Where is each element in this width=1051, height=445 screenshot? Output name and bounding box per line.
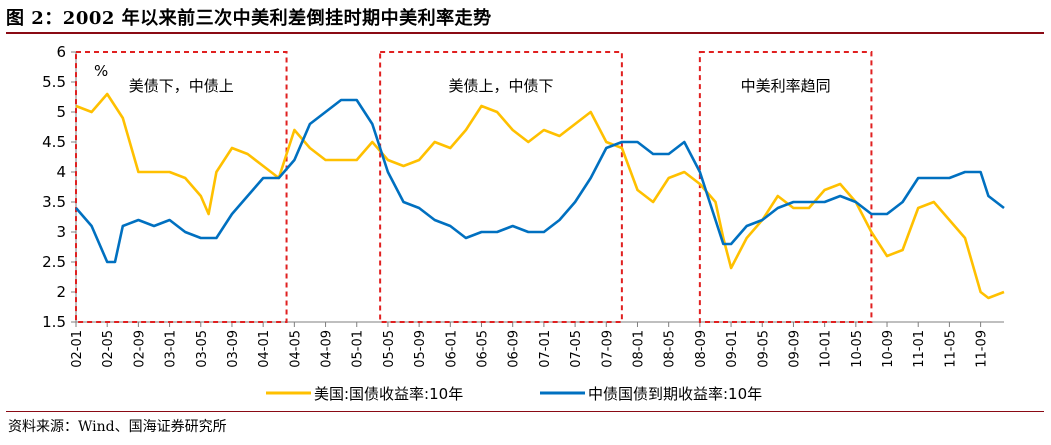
x-tick-label: 02-09 xyxy=(132,330,147,368)
y-axis: 1.5 2 2.5 3 3.5 4 4.5 5 5.5 6 xyxy=(42,43,77,331)
x-tick-label: 11-01 xyxy=(912,330,927,368)
x-tick-label: 08-01 xyxy=(631,330,646,368)
x-tick-label: 11-05 xyxy=(943,330,958,368)
x-tick-label: 10-09 xyxy=(881,330,896,368)
y-tick-label: 3.5 xyxy=(42,193,66,211)
source-note: 资料来源：Wind、国海证券研究所 xyxy=(8,419,227,435)
series-lines xyxy=(75,92,1005,300)
x-axis: 02-01 02-05 02-09 03-01 03-05 03-09 04-01 04-05… xyxy=(70,321,1004,368)
y-tick-label: 5 xyxy=(56,103,66,121)
annotation-box xyxy=(75,51,288,323)
y-tick-label: 2.5 xyxy=(42,253,66,271)
x-tick-label: 11-09 xyxy=(975,330,990,368)
unit-label: % xyxy=(94,62,108,80)
legend: 美国:国债收益率:10年 中债国债到期收益率:10年 xyxy=(266,385,762,403)
x-tick-label: 09-09 xyxy=(787,330,802,368)
y-tick-label: 6 xyxy=(56,43,66,61)
y-tick-label: 5.5 xyxy=(42,73,66,91)
x-tick-label: 03-01 xyxy=(164,330,179,368)
x-tick-label: 10-01 xyxy=(819,330,834,368)
x-tick-label: 08-09 xyxy=(694,330,709,368)
x-tick-label: 04-01 xyxy=(257,330,272,368)
chart-title: 图 2：2002 年以来前三次中美利差倒挂时期中美利率走势 xyxy=(6,8,492,29)
series-line-cn xyxy=(75,98,1005,264)
x-tick-label: 08-05 xyxy=(663,330,678,368)
x-tick-label: 05-05 xyxy=(382,330,397,368)
x-tick-label: 03-05 xyxy=(195,330,210,368)
x-tick-label: 07-09 xyxy=(600,330,615,368)
legend-label: 美国:国债收益率:10年 xyxy=(314,385,463,403)
annotation-box xyxy=(379,51,623,323)
x-tick-label: 10-05 xyxy=(850,330,865,368)
y-tick-label: 2 xyxy=(56,283,66,301)
x-tick-label: 07-05 xyxy=(569,330,584,368)
annotation-label: 美债下，中债上 xyxy=(129,77,234,95)
x-tick-label: 09-05 xyxy=(756,330,771,368)
x-tick-label: 09-01 xyxy=(725,330,740,368)
legend-label: 中债国债到期收益率:10年 xyxy=(588,385,762,403)
x-tick-label: 06-09 xyxy=(507,330,522,368)
annotation-boxes: 美债下，中债上 美债上，中债下 中美利率趋同 xyxy=(75,51,873,323)
x-tick-label: 04-09 xyxy=(320,330,335,368)
x-tick-label: 04-05 xyxy=(288,330,303,368)
x-tick-label: 05-01 xyxy=(351,330,366,368)
title-rule xyxy=(6,32,1044,34)
annotation-box xyxy=(698,51,873,323)
x-tick-label: 07-01 xyxy=(538,330,553,368)
y-tick-label: 1.5 xyxy=(42,313,66,331)
x-tick-label: 06-05 xyxy=(476,330,491,368)
annotation-label: 美债上，中债下 xyxy=(449,77,554,95)
y-tick-label: 4.5 xyxy=(42,133,66,151)
y-tick-label: 4 xyxy=(56,163,66,181)
x-tick-label: 05-09 xyxy=(413,330,428,368)
annotation-label: 中美利率趋同 xyxy=(741,77,831,95)
source-rule xyxy=(6,411,1044,412)
y-tick-label: 3 xyxy=(56,223,66,241)
x-tick-label: 03-09 xyxy=(226,330,241,368)
series-line-us xyxy=(75,92,1005,300)
x-tick-label: 06-01 xyxy=(444,330,459,368)
x-tick-label: 02-01 xyxy=(70,330,85,368)
x-tick-label: 02-05 xyxy=(101,330,116,368)
